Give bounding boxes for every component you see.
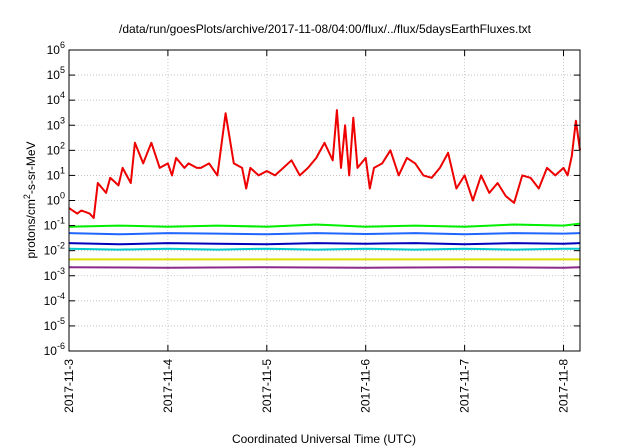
y-tick-base: 10 — [44, 269, 58, 283]
y-tick-exp: 5 — [60, 65, 65, 75]
y-tick-label: 10-4 — [44, 291, 65, 308]
y-tick-exp: 3 — [60, 115, 65, 125]
y-tick-label: 10-5 — [44, 316, 65, 333]
y-tick-exp: 0 — [60, 191, 65, 201]
y-tick-label: 105 — [47, 65, 65, 82]
y-tick-base: 10 — [44, 244, 58, 258]
y-tick-base: 10 — [47, 93, 61, 107]
data-series — [68, 109, 581, 269]
series-line-0 — [68, 109, 581, 219]
y-tick-base: 10 — [47, 118, 61, 132]
series-line-1 — [68, 222, 581, 228]
series-line-4 — [68, 242, 581, 246]
x-tick-label: 2017-11-8 — [557, 359, 571, 413]
y-axis-label: protons/cm2-s-sr-MeV — [22, 141, 38, 258]
x-axis-label: Coordinated Universal Time (UTC) — [232, 432, 416, 446]
plot-frame — [68, 49, 581, 352]
y-axis-label-sup: 2 — [22, 194, 32, 199]
y-tick-exp: -4 — [57, 291, 65, 301]
y-tick-base: 10 — [47, 68, 61, 82]
y-tick-label: 10-2 — [44, 241, 65, 258]
y-tick-label: 101 — [47, 165, 65, 182]
y-tick-base: 10 — [44, 294, 58, 308]
y-tick-base: 10 — [47, 143, 61, 157]
y-tick-label: 100 — [47, 191, 65, 208]
series-line-2 — [68, 232, 581, 236]
y-tick-exp: -6 — [57, 341, 65, 351]
y-tick-base: 10 — [44, 219, 58, 233]
series-line-3 — [68, 247, 580, 251]
x-tick-label: 2017-11-7 — [458, 359, 472, 413]
y-tick-base: 10 — [47, 194, 61, 208]
y-tick-label: 10-1 — [44, 216, 65, 233]
y-tick-label: 106 — [47, 40, 65, 57]
y-tick-exp: -5 — [57, 316, 65, 326]
y-tick-exp: -2 — [57, 241, 65, 251]
y-tick-exp: 1 — [60, 165, 65, 175]
y-tick-exp: 4 — [60, 90, 65, 100]
y-tick-base: 10 — [47, 168, 61, 182]
y-tick-base: 10 — [44, 344, 58, 358]
x-tick-label: 2017-11-6 — [359, 359, 373, 413]
grid-lines — [68, 49, 580, 352]
y-tick-exp: -1 — [57, 216, 65, 226]
chart-title: /data/run/goesPlots/archive/2017-11-08/0… — [119, 22, 532, 36]
y-tick-base: 10 — [47, 43, 61, 57]
svg-text:protons/cm2-s-sr-MeV: protons/cm2-s-sr-MeV — [22, 141, 38, 258]
y-tick-base: 10 — [44, 319, 58, 333]
y-tick-exp: 2 — [60, 140, 65, 150]
axis-ticks: 10-610-510-410-310-210-11001011021031041… — [44, 40, 580, 413]
y-tick-label: 104 — [47, 90, 65, 107]
x-tick-label: 2017-11-3 — [62, 359, 76, 413]
y-tick-exp: 6 — [60, 40, 65, 50]
y-tick-label: 10-6 — [44, 341, 65, 358]
y-tick-label: 10-3 — [44, 266, 65, 283]
y-axis-label-rest: -s-sr-MeV — [24, 141, 38, 194]
x-tick-label: 2017-11-5 — [260, 359, 274, 413]
y-tick-label: 102 — [47, 140, 65, 157]
y-axis-label-base: protons/cm — [24, 199, 38, 258]
y-tick-exp: -3 — [57, 266, 65, 276]
series-line-6 — [68, 266, 581, 269]
y-tick-label: 103 — [47, 115, 65, 132]
x-tick-label: 2017-11-4 — [161, 359, 175, 413]
